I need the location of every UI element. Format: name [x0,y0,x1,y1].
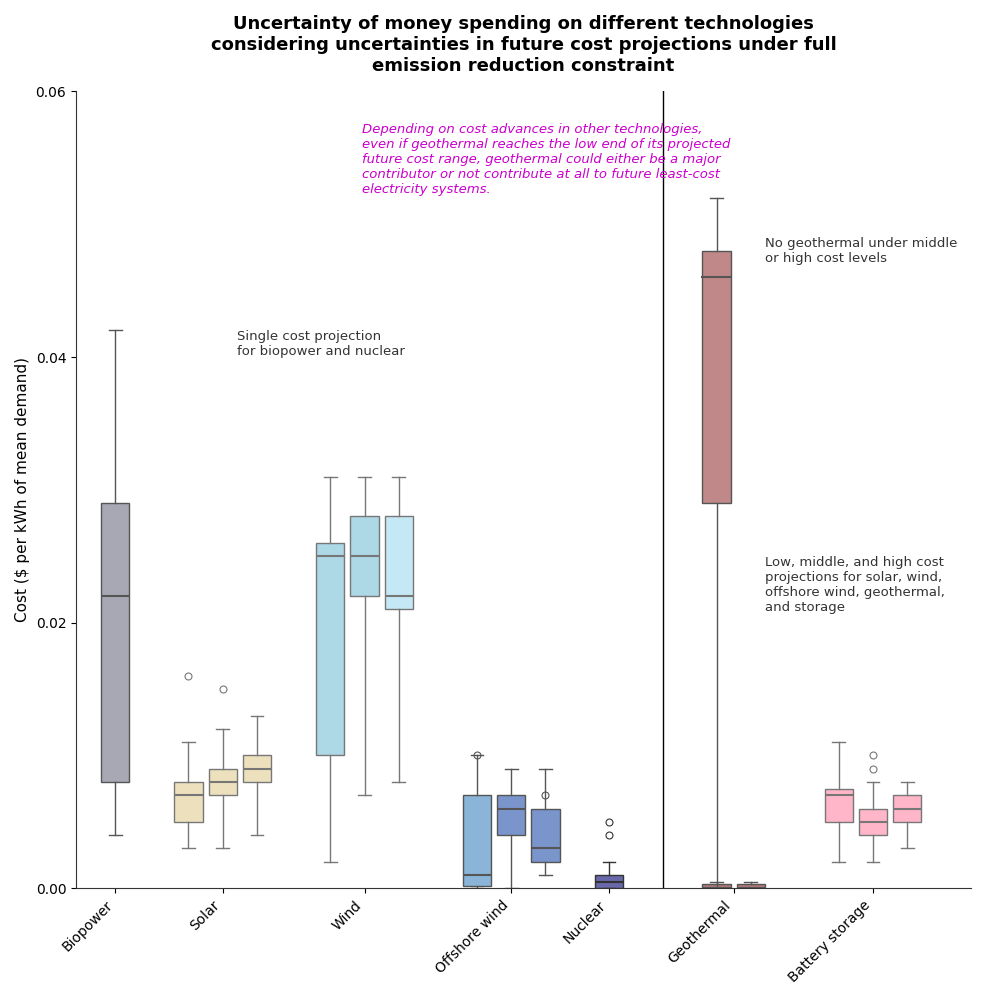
Bar [463,795,491,886]
Bar [350,516,379,596]
Bar [737,884,765,888]
Bar [209,769,237,795]
Bar [702,251,731,503]
Title: Uncertainty of money spending on different technologies
considering uncertaintie: Uncertainty of money spending on differe… [211,15,836,75]
Bar [101,503,129,782]
Bar [595,875,623,888]
Bar [893,795,921,822]
Y-axis label: Cost ($ per kWh of mean demand): Cost ($ per kWh of mean demand) [15,357,30,622]
Bar [825,789,853,822]
Text: Single cost projection
for biopower and nuclear: Single cost projection for biopower and … [237,330,405,358]
Bar [316,543,344,755]
Bar [859,809,887,835]
Bar [531,809,560,862]
Text: Depending on cost advances in other technologies,
even if geothermal reaches the: Depending on cost advances in other tech… [362,123,731,196]
Bar [243,755,271,782]
Bar [497,795,525,835]
Text: No geothermal under middle
or high cost levels: No geothermal under middle or high cost … [765,237,957,265]
Bar [385,516,413,609]
Bar [174,782,203,822]
Text: Low, middle, and high cost
projections for solar, wind,
offshore wind, geotherma: Low, middle, and high cost projections f… [765,556,945,614]
Bar [702,884,731,888]
